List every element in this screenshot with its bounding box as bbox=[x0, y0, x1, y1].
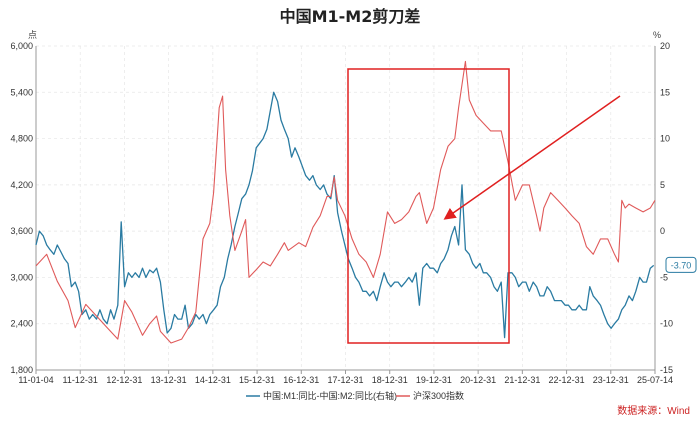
y-right-tick-label: 20 bbox=[660, 41, 670, 51]
annotation-arrow bbox=[443, 95, 621, 220]
grid bbox=[35, 45, 656, 371]
x-tick-label: 16-12-31 bbox=[283, 375, 319, 385]
x-tick-label: 12-12-31 bbox=[106, 375, 142, 385]
highlight-box bbox=[347, 68, 510, 344]
annotations: -3.70 bbox=[347, 68, 697, 344]
y-right-tick-label: 10 bbox=[660, 134, 670, 144]
x-tick-label: 14-12-31 bbox=[195, 375, 231, 385]
left-axis-unit: 点 bbox=[28, 30, 37, 40]
x-tick-label: 25-07-14 bbox=[637, 375, 673, 385]
legend: 中国:M1:同比-中国:M2:同比(右轴) 沪深300指数 bbox=[246, 390, 464, 401]
x-tick-label: 23-12-31 bbox=[593, 375, 629, 385]
x-tick-label: 21-12-31 bbox=[504, 375, 540, 385]
legend-label-m1-m2: 中国:M1:同比-中国:M2:同比(右轴) bbox=[263, 390, 397, 401]
series-layer bbox=[35, 60, 656, 344]
y-left-tick-label: 4,200 bbox=[10, 180, 33, 190]
series-line-m1-m2 bbox=[35, 91, 655, 339]
end-value-label-box bbox=[665, 256, 697, 273]
y-right-tick-label: -10 bbox=[660, 319, 673, 329]
y-left-tick-label: 4,800 bbox=[10, 134, 33, 144]
legend-label-hs300: 沪深300指数 bbox=[413, 390, 464, 401]
y-left-tick-label: 3,600 bbox=[10, 226, 33, 236]
y-right-tick-label: 15 bbox=[660, 87, 670, 97]
y-left-tick-label: 2,400 bbox=[10, 319, 33, 329]
x-tick-label: 20-12-31 bbox=[460, 375, 496, 385]
x-tick-label: 17-12-31 bbox=[327, 375, 363, 385]
axes: 1,800 -15 2,400 -10 3,000 -5 3,600 0 4,200 5 4,800… bbox=[10, 41, 673, 385]
series-line-hs300 bbox=[35, 60, 656, 344]
y-right-tick-label: -15 bbox=[660, 365, 673, 375]
x-tick-label: 22-12-31 bbox=[549, 375, 585, 385]
source-note: 数据来源：Wind bbox=[617, 404, 690, 417]
x-tick-label: 11-01-04 bbox=[18, 375, 53, 385]
x-tick-label: 15-12-31 bbox=[239, 375, 275, 385]
x-tick-label: 19-12-31 bbox=[416, 375, 452, 385]
x-tick-label: 11-12-31 bbox=[63, 375, 98, 385]
y-left-tick-label: 6,000 bbox=[10, 41, 33, 51]
y-left-tick-label: 3,000 bbox=[10, 272, 33, 282]
y-right-tick-label: -5 bbox=[660, 272, 668, 282]
x-tick-label: 18-12-31 bbox=[372, 375, 408, 385]
y-right-tick-label: 0 bbox=[660, 226, 665, 236]
chart-title: 中国M1-M2剪刀差 bbox=[280, 7, 421, 26]
right-axis-unit: % bbox=[653, 30, 661, 40]
y-left-tick-label: 1,800 bbox=[10, 365, 33, 375]
x-tick-label: 13-12-31 bbox=[151, 375, 187, 385]
end-value-label: -3.70 bbox=[671, 260, 692, 270]
y-left-tick-label: 5,400 bbox=[10, 87, 33, 97]
y-right-tick-label: 5 bbox=[660, 180, 665, 190]
